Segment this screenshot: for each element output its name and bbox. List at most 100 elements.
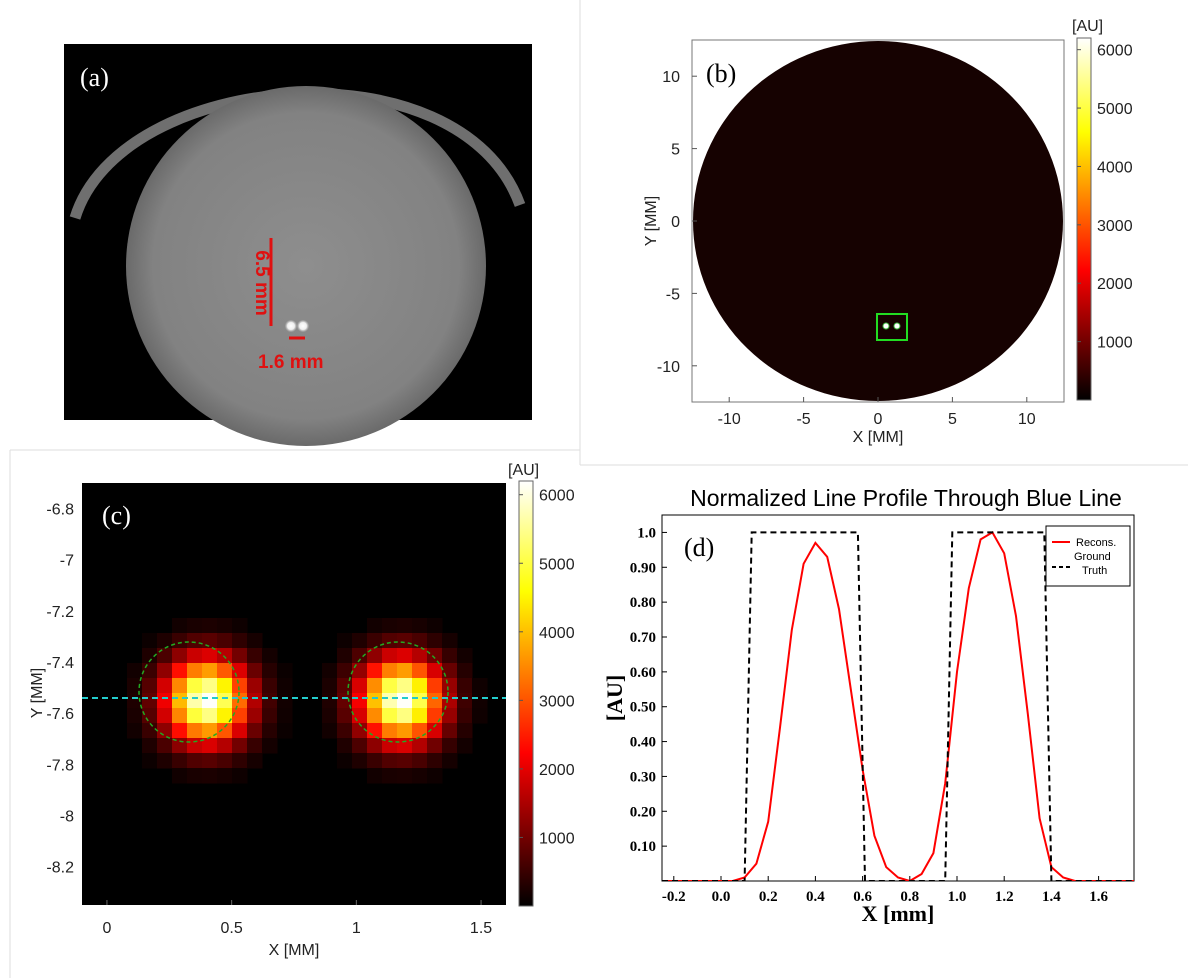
heatmap-pixel <box>202 708 218 724</box>
heatmap-pixel <box>202 738 218 754</box>
heatmap-pixel <box>187 663 203 679</box>
panel-d-y-tick-label: 0.20 <box>630 804 656 820</box>
heatmap-pixel <box>337 633 353 649</box>
annotation-vertical-label: 6.5 mm <box>251 250 272 315</box>
heatmap-pixel <box>262 663 278 679</box>
heatmap-pixel <box>187 768 203 784</box>
heatmap-pixel <box>397 693 413 709</box>
heatmap-pixel <box>217 633 233 649</box>
roi-box <box>876 313 908 341</box>
panel-c: 0 0.5 1 1.5 -6.8 -7 -7.2 -7.4 -7.6 -7.8 -8 -8.2 X … <box>9 449 580 978</box>
heatmap-pixel <box>337 693 353 709</box>
panel-b-colorbar <box>1076 37 1092 401</box>
heatmap-pixel <box>352 633 368 649</box>
heatmap-pixel <box>367 618 383 634</box>
heatmap-pixel <box>337 708 353 724</box>
heatmap-pixel <box>457 693 473 709</box>
panel-d-x-tick-label: 0.0 <box>712 889 731 905</box>
panel-d-y-tick-label: 0.80 <box>630 595 656 611</box>
panel-b-x-tick-label: -10 <box>718 411 741 428</box>
heatmap-pixel <box>187 738 203 754</box>
heatmap-pixel <box>367 663 383 679</box>
panel-c-y-tick-label: -7 <box>60 553 74 570</box>
panel-c-x-tick-label: 0.5 <box>221 920 243 937</box>
panel-d-x-tick-label: 1.4 <box>1042 889 1061 905</box>
heatmap-pixel <box>232 618 248 634</box>
heatmap-pixel <box>217 663 233 679</box>
heatmap-pixel <box>412 753 428 769</box>
heatmap-pixel <box>232 753 248 769</box>
heatmap-pixel <box>232 693 248 709</box>
heatmap-pixel <box>322 663 338 679</box>
heatmap-pixel <box>202 693 218 709</box>
heatmap-pixel <box>187 618 203 634</box>
panel-b-x-tick-label: -5 <box>796 411 810 428</box>
heatmap-pixel <box>337 738 353 754</box>
panel-d-y-tick-label: 0.10 <box>630 839 656 855</box>
panel-b-colorbar-ticks: 6000 5000 4000 3000 2000 1000 <box>1077 43 1133 352</box>
heatmap-pixel <box>427 738 443 754</box>
heatmap-pixel <box>202 768 218 784</box>
panel-d-y-label: [AU] <box>602 675 627 721</box>
legend-entry-ground-truth-line1: Ground <box>1074 551 1111 563</box>
panel-d-x-tick-label: 0.6 <box>853 889 872 905</box>
heatmap-pixel <box>232 633 248 649</box>
panel-d-y-tick-label: 0.40 <box>630 735 656 751</box>
panel-d-x-tick-label: -0.2 <box>662 889 686 905</box>
heatmap-pixel <box>127 693 143 709</box>
panel-b-y-ticks: 10 5 0 -5 -10 <box>657 69 697 376</box>
panel-b-colorbar-tick-label: 2000 <box>1097 276 1133 293</box>
heatmap-pixel <box>277 693 293 709</box>
heatmap-pixel <box>142 678 158 694</box>
panel-c-y-tick-label: -8.2 <box>46 860 74 877</box>
panel-d-label: (d) <box>684 533 714 562</box>
heatmap-pixel <box>337 723 353 739</box>
heatmap-pixel <box>217 738 233 754</box>
heatmap-pixel <box>202 648 218 664</box>
heatmap-pixel <box>397 618 413 634</box>
heatmap-pixel <box>157 723 173 739</box>
heatmap-pixel <box>322 723 338 739</box>
panel-d-y-tick-label: 0.60 <box>630 665 656 681</box>
heatmap-pixel <box>232 648 248 664</box>
panel-b-colorbar-tick-label: 5000 <box>1097 101 1133 118</box>
series-line-ground-truth <box>662 531 1134 881</box>
heatmap-pixel <box>217 708 233 724</box>
panel-c-y-tick-label: -6.8 <box>46 502 74 519</box>
heatmap-pixel <box>172 708 188 724</box>
heatmap-pixel <box>382 663 398 679</box>
panel-d-y-ticks: 0.10 0.20 0.30 0.40 0.50 0.60 0.70 0.80 0.90 1.0 <box>630 525 667 855</box>
heatmap-pixel <box>202 618 218 634</box>
heatmap-pixel <box>172 678 188 694</box>
panel-c-x-tick-label: 1.5 <box>470 920 492 937</box>
heatmap-pixel <box>142 753 158 769</box>
heatmap-pixel <box>232 723 248 739</box>
panel-d-y-tick-label: 0.90 <box>630 560 656 576</box>
panel-c-colorbar-tick-label: 6000 <box>539 488 575 505</box>
heatmap-pixel <box>142 693 158 709</box>
heatmap-pixel <box>247 693 263 709</box>
panel-b-colorbar-tick-label: 1000 <box>1097 335 1133 352</box>
heatmap-pixel <box>187 723 203 739</box>
heatmap-pixel <box>352 663 368 679</box>
heatmap-pixel <box>427 723 443 739</box>
heatmap-pixel <box>397 633 413 649</box>
heatmap-pixel <box>202 633 218 649</box>
heatmap-pixel <box>442 693 458 709</box>
source-spot-left <box>285 320 297 332</box>
roi-spot-left <box>882 322 890 330</box>
panel-c-y-tick-label: -7.4 <box>46 655 74 672</box>
heatmap-pixel <box>322 693 338 709</box>
heatmap-pixel <box>172 738 188 754</box>
heatmap-pixel <box>352 648 368 664</box>
heatmap-pixel <box>187 648 203 664</box>
heatmap-pixel <box>412 738 428 754</box>
heatmap-pixel <box>157 753 173 769</box>
panel-c-y-tick-label: -7.6 <box>46 706 74 723</box>
heatmap-pixel <box>232 768 248 784</box>
heatmap-pixel <box>277 678 293 694</box>
heatmap-pixel <box>427 753 443 769</box>
heatmap-pixel <box>127 708 143 724</box>
heatmap-pixel <box>217 678 233 694</box>
